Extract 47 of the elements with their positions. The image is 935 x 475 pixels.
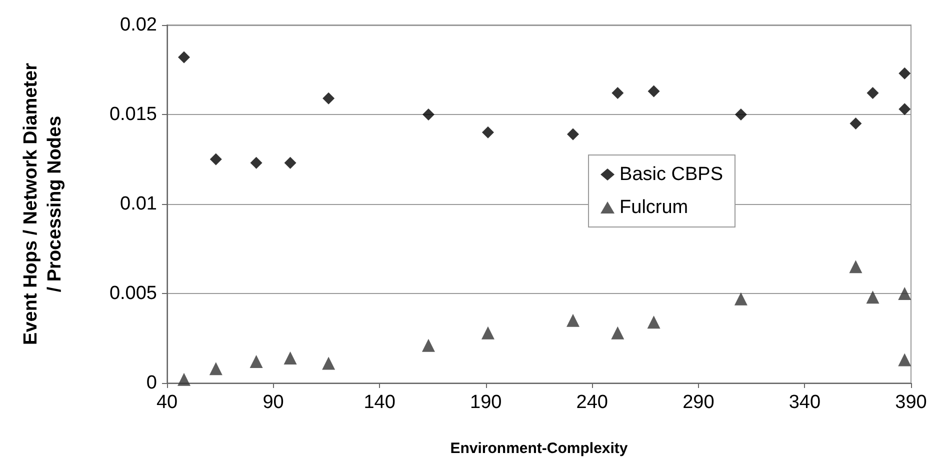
y-tick-label: 0.005 xyxy=(109,283,157,304)
point xyxy=(284,156,296,169)
point xyxy=(648,85,660,98)
y-tick-label: 0.01 xyxy=(120,194,157,214)
point xyxy=(178,372,191,386)
point xyxy=(481,326,494,340)
point xyxy=(422,108,434,120)
x-tick-label: 290 xyxy=(682,392,714,413)
point xyxy=(734,292,748,306)
x-tick-label: 340 xyxy=(788,392,821,413)
x-tick-label: 390 xyxy=(895,392,927,413)
point xyxy=(647,316,660,329)
x-tick-label: 90 xyxy=(262,392,284,413)
point xyxy=(482,126,494,138)
point xyxy=(210,153,222,166)
point xyxy=(612,87,624,100)
point xyxy=(898,103,911,116)
legend-label: Fulcrum xyxy=(620,197,688,218)
point xyxy=(567,128,580,140)
point xyxy=(866,290,880,304)
y-axis-title: Event Hops / Network Diameter / Processing Nodes xyxy=(20,62,66,345)
point xyxy=(322,356,336,370)
point xyxy=(250,156,262,169)
y-tick-label: 0.02 xyxy=(120,14,157,36)
x-tick-label: 190 xyxy=(470,392,502,413)
point xyxy=(898,353,912,366)
point xyxy=(209,362,222,376)
y-tick-label: 0.015 xyxy=(109,104,157,125)
point xyxy=(611,326,624,340)
point xyxy=(250,355,263,368)
x-tick-label: 40 xyxy=(156,392,178,413)
point xyxy=(178,51,190,64)
point xyxy=(284,351,297,364)
x-tick-label: 240 xyxy=(576,392,608,413)
x-axis-title: Environment-Complexity xyxy=(450,440,628,457)
y-tick-label: 0 xyxy=(146,372,157,394)
legend-label: Basic CBPS xyxy=(620,164,724,185)
point xyxy=(898,287,912,300)
point xyxy=(849,260,862,274)
point xyxy=(322,92,335,104)
point xyxy=(898,67,911,80)
point xyxy=(850,117,862,130)
point xyxy=(566,314,580,327)
point xyxy=(422,338,435,352)
x-tick-label: 140 xyxy=(364,392,396,413)
point xyxy=(866,87,879,100)
point xyxy=(734,108,747,120)
